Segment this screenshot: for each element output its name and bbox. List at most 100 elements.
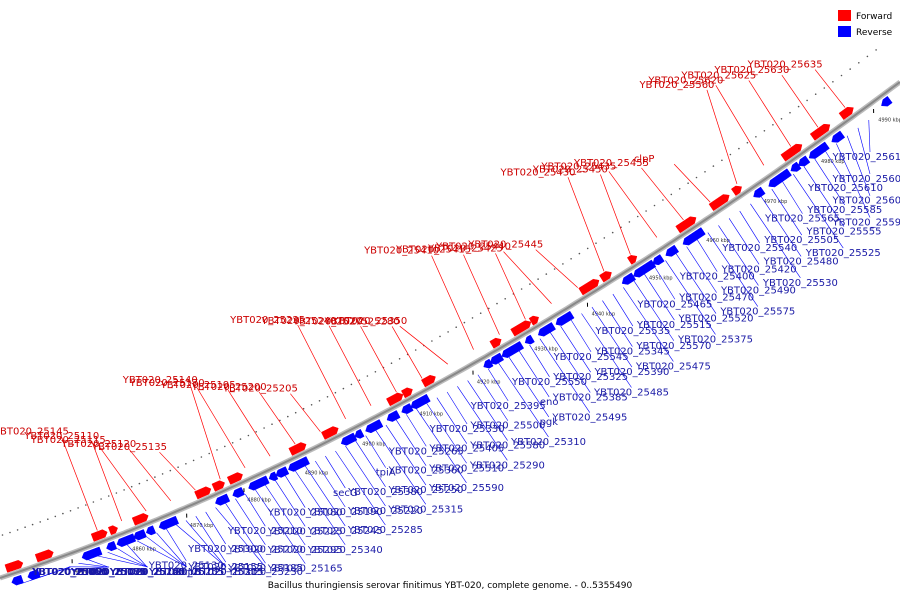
- reverse-gene-label: YBT020_25285: [347, 525, 423, 536]
- forward-gene-label: YBT020_25625: [680, 70, 756, 81]
- reverse-leader: [235, 498, 266, 545]
- reverse-gene-label: YBT020_25510: [428, 463, 504, 474]
- reverse-gene-label: YBT020_25505: [763, 235, 839, 246]
- reverse-gene-label: YBT020_25105: [148, 567, 224, 578]
- track-dot: [77, 507, 79, 509]
- reverse-leader: [457, 386, 508, 461]
- forward-gene: [420, 374, 436, 388]
- track-dot: [255, 431, 257, 433]
- forward-leader: [297, 324, 346, 420]
- reverse-gene-label: YBT020_25565: [764, 214, 840, 225]
- forward-gene: [194, 486, 212, 500]
- track-dot: [755, 136, 757, 138]
- forward-leader: [715, 85, 765, 166]
- reverse-gene-label: YBT020_25085: [32, 567, 108, 578]
- reverse-gene-label: YBT020_25530: [762, 278, 838, 289]
- track-dot: [431, 340, 433, 342]
- reverse-gene-label: YBT020_25535: [594, 326, 670, 337]
- reverse-gene-label: YBT020_25545: [553, 352, 629, 363]
- tick-label: 4980 kbp: [821, 159, 845, 165]
- forward-leader: [97, 444, 147, 512]
- reverse-gene: [790, 161, 802, 172]
- reverse-leader: [644, 273, 675, 321]
- reverse-leader: [814, 158, 845, 206]
- forward-leader: [503, 251, 552, 304]
- forward-gene-label: YBT020_25635: [747, 60, 823, 71]
- reverse-gene-label: YBT020_25495: [551, 413, 627, 424]
- reverse-gene: [798, 155, 811, 167]
- track-dot: [154, 476, 156, 478]
- forward-gene-label: YBT020_25115: [30, 435, 106, 446]
- forward-gene: [226, 472, 243, 485]
- track-dot: [789, 111, 791, 114]
- reverse-leader: [205, 511, 226, 545]
- reverse-leader: [868, 119, 871, 152]
- reverse-gene: [116, 533, 137, 548]
- reverse-gene-label: YBT020_25250: [387, 485, 463, 496]
- track-dot: [570, 258, 572, 260]
- reverse-gene-label: YBT020_25215: [187, 567, 263, 578]
- track-dot: [115, 492, 118, 494]
- track-dot: [553, 268, 556, 270]
- track-dot: [130, 485, 133, 488]
- reverse-gene-label: YBT020_25130: [148, 561, 224, 572]
- track-dot: [866, 55, 869, 58]
- reverse-leader: [529, 344, 550, 377]
- track-dot: [439, 335, 441, 338]
- reverse-gene-label: YBT020_25270: [227, 545, 303, 556]
- reverse-gene-label: YBT020_25615: [832, 152, 900, 163]
- tick-label: 4870 kbp: [190, 523, 214, 529]
- reverse-leader: [146, 536, 187, 568]
- reverse-gene: [524, 334, 535, 345]
- reverse-leader: [185, 520, 227, 568]
- forward-leader: [328, 325, 372, 406]
- reverse-gene-label: YBT020_25375: [677, 334, 753, 345]
- reverse-leader: [446, 391, 468, 425]
- track-dot: [704, 171, 706, 173]
- reverse-leader: [467, 380, 508, 441]
- reverse-gene: [386, 410, 401, 422]
- reverse-gene-label: YBT020_25020: [71, 567, 147, 578]
- track-dot: [840, 74, 843, 77]
- track-dot: [326, 396, 329, 398]
- reverse-gene-label: YBT020_25290: [469, 460, 545, 471]
- forward-gene: [107, 525, 118, 536]
- reverse-leader: [274, 480, 306, 527]
- reverse-gene-label: YBT020_25100: [109, 567, 185, 578]
- reverse-gene-label: YBT020_25160: [109, 567, 185, 578]
- forward-leader: [61, 436, 98, 531]
- reverse-leader: [665, 260, 716, 335]
- track-dot: [334, 391, 337, 394]
- reverse-gene-label: YBT020_25555: [805, 227, 881, 238]
- reverse-gene: [106, 540, 118, 552]
- forward-gene: [599, 271, 612, 283]
- reverse-gene-label: YBT020_25515: [636, 320, 712, 331]
- forward-gene-label: YBT020_25430: [500, 167, 576, 178]
- reverse-gene-label: YBT020_25575: [719, 307, 795, 318]
- reverse-gene-label: YBT020_25540: [721, 243, 797, 254]
- reverse-gene-label: smpB: [173, 567, 201, 578]
- forward-gene-label: YBT020_25280: [324, 316, 400, 327]
- reverse-gene-label: YBT020_25340: [307, 545, 383, 556]
- reverse-gene-label: YBT020_25150: [31, 567, 107, 578]
- reverse-leader: [426, 403, 467, 464]
- reverse-gene: [268, 471, 279, 482]
- reverse-leader: [88, 559, 109, 568]
- reverse-leader: [633, 280, 675, 341]
- reverse-gene-label: YBT020_25380: [347, 487, 423, 498]
- forward-gene-label: YBT020_25435: [540, 161, 616, 172]
- legend: Forward Reverse: [838, 10, 893, 38]
- track-dot: [39, 521, 41, 523]
- reverse-leader: [215, 507, 266, 568]
- reverse-gene-label: YBT020_25480: [763, 256, 839, 267]
- reverse-leader: [498, 362, 549, 438]
- tick-label: 4860 kbp: [132, 547, 156, 553]
- forward-gene: [90, 529, 108, 542]
- track-dot: [520, 288, 523, 290]
- reverse-leader: [59, 566, 110, 571]
- reverse-gene: [665, 244, 680, 257]
- track-dot: [875, 49, 877, 51]
- track-dot: [398, 358, 401, 360]
- reverse-gene: [248, 475, 270, 491]
